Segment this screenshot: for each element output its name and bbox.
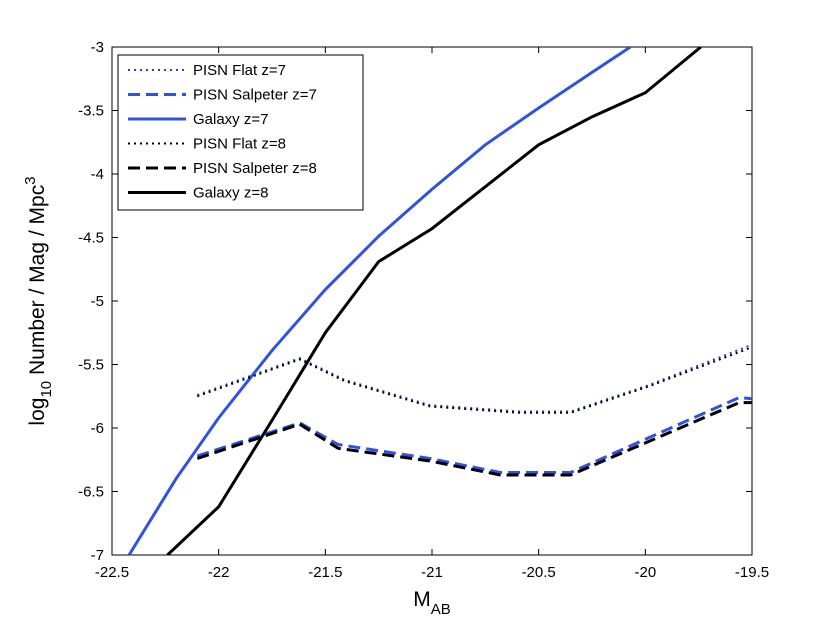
y-tick-label: -3.5 bbox=[78, 103, 104, 120]
y-axis-label: log10 Number / Mag / Mpc3 bbox=[22, 176, 55, 425]
legend-label: PISN Flat z=8 bbox=[193, 136, 286, 153]
x-tick-label: -22.5 bbox=[95, 564, 129, 581]
x-label-sub: AB bbox=[431, 601, 451, 618]
y-tick-label: -6 bbox=[91, 420, 104, 437]
y-label-sub: 10 bbox=[38, 381, 55, 398]
y-tick-label: -4.5 bbox=[78, 230, 104, 247]
series-line bbox=[196, 401, 752, 477]
x-tick-label: -22 bbox=[208, 564, 230, 581]
y-tick-label: -4 bbox=[91, 166, 104, 183]
x-label-main: M bbox=[413, 588, 431, 611]
x-axis-label: MAB bbox=[413, 588, 451, 618]
series-line bbox=[127, 47, 632, 555]
x-tick-label: -20 bbox=[634, 564, 656, 581]
y-label-sup: 3 bbox=[22, 176, 39, 184]
series-line bbox=[166, 47, 702, 555]
legend-label: Galaxy z=7 bbox=[193, 111, 268, 128]
x-tick-label: -19.5 bbox=[735, 564, 769, 581]
y-tick-label: -3 bbox=[91, 39, 104, 56]
y-tick-label: -5 bbox=[91, 293, 104, 310]
y-label-base: log bbox=[26, 398, 49, 426]
legend-label: PISN Salpeter z=8 bbox=[193, 160, 317, 177]
legend-label: Galaxy z=8 bbox=[193, 185, 268, 202]
y-tick-label: -7 bbox=[91, 547, 104, 564]
legend-box bbox=[117, 54, 364, 211]
legend-label: PISN Flat z=7 bbox=[193, 62, 286, 79]
y-label-main: Number / Mag / Mpc bbox=[26, 185, 49, 381]
y-tick-label: -6.5 bbox=[78, 484, 104, 501]
x-tick-label: -21.5 bbox=[308, 564, 342, 581]
y-tick-label: -5.5 bbox=[78, 357, 104, 374]
legend-label: PISN Salpeter z=7 bbox=[193, 87, 317, 104]
x-tick-label: -20.5 bbox=[522, 564, 556, 581]
x-tick-label: -21 bbox=[421, 564, 443, 581]
